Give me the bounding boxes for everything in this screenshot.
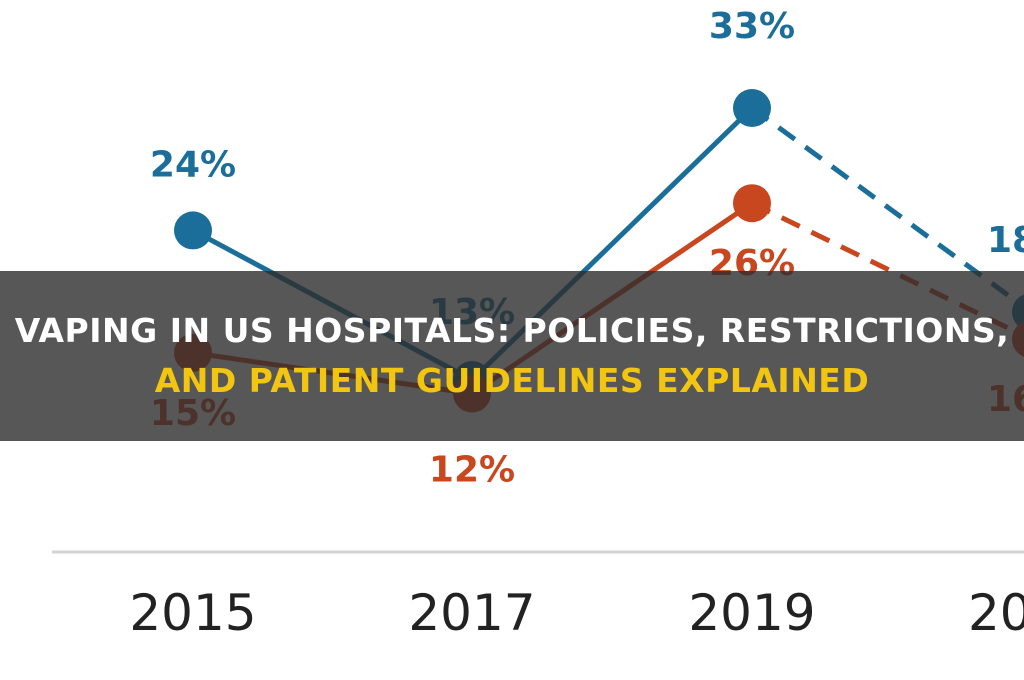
x-tick-label: 2019	[688, 584, 815, 642]
series-1-point	[174, 211, 212, 250]
title-banner: VAPING IN US HOSPITALS: POLICIES, RESTRI…	[0, 271, 1024, 441]
series-1-data-label: 18	[987, 220, 1024, 261]
x-tick-label: 2015	[129, 584, 256, 642]
series-2-point	[733, 184, 771, 223]
series-1-segment	[750, 105, 1024, 310]
banner-title-line-1: VAPING IN US HOSPITALS: POLICIES, RESTRI…	[14, 311, 1010, 350]
series-1-point	[733, 89, 771, 127]
banner-title-line-2: AND PATIENT GUIDELINES EXPLAINED	[154, 361, 870, 400]
series-1-data-label: 24%	[150, 144, 236, 185]
series-1-data-label: 33%	[709, 6, 795, 47]
series-2-segment	[750, 200, 1024, 339]
x-tick-label: 2017	[408, 584, 535, 642]
x-tick-label: 20	[968, 584, 1024, 642]
series-2-data-label: 12%	[429, 450, 515, 491]
